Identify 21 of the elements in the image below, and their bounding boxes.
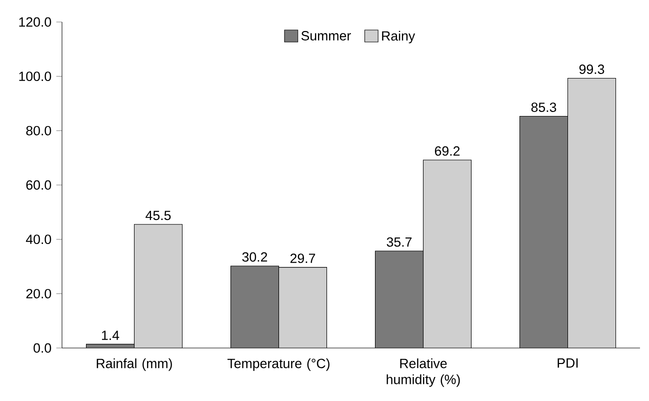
data-label: 45.5 (146, 210, 171, 220)
legend-label: Rainy (382, 30, 416, 44)
y-tick-label: 60.0 (26, 180, 52, 190)
x-tick-label: PDI (558, 358, 578, 368)
data-label: 69.2 (434, 146, 460, 156)
y-tick-label: 40.0 (26, 234, 52, 244)
data-label: 99.3 (579, 64, 604, 74)
y-tick-label: 20.0 (26, 288, 52, 298)
data-label: 35.7 (386, 237, 412, 247)
y-tick-label: 120.0 (19, 17, 52, 27)
y-tick-label: 0.0 (34, 343, 52, 353)
y-tick-label: 100.0 (19, 72, 52, 82)
x-tick-label: Relative humidity (%) (386, 358, 460, 387)
legend-label: Summer (301, 31, 351, 40)
data-label: 85.3 (531, 102, 556, 112)
y-tick-label: 80.0 (26, 126, 52, 136)
x-tick-label: Temperature (°C) (227, 358, 330, 371)
data-label: 30.2 (242, 252, 268, 262)
data-label: 1.4 (102, 330, 120, 340)
data-label: 29.7 (290, 254, 316, 264)
x-tick-label: Rainfal (mm) (96, 358, 172, 371)
